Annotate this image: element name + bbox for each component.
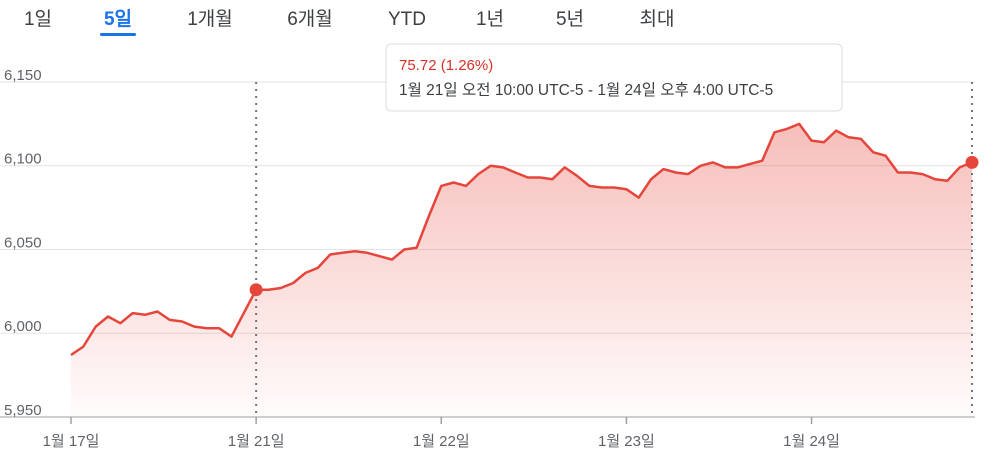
x-tick-label: 1월 24일 bbox=[783, 433, 840, 450]
y-tick-label: 5,950 bbox=[4, 402, 42, 419]
tab-underline bbox=[100, 33, 136, 36]
x-tick-label: 1월 17일 bbox=[43, 433, 100, 450]
range-tab[interactable]: 1년 bbox=[476, 8, 504, 30]
range-tab[interactable]: 최대 bbox=[640, 8, 675, 30]
x-tick-label: 1월 23일 bbox=[598, 433, 655, 450]
range-tab[interactable]: 6개월 bbox=[287, 8, 333, 30]
range-tab[interactable]: 5년 bbox=[556, 8, 584, 30]
y-tick-label: 6,150 bbox=[4, 67, 42, 84]
range-tab[interactable]: 5일 bbox=[104, 8, 132, 30]
tooltip-range: 1월 21일 오전 10:00 UTC-5 - 1월 24일 오후 4:00 U… bbox=[399, 81, 773, 99]
tooltip-box bbox=[385, 43, 843, 112]
x-tick-label: 1월 22일 bbox=[413, 433, 470, 450]
price-line bbox=[70, 122, 973, 357]
area-fill bbox=[71, 123, 972, 418]
y-tick-label: 6,100 bbox=[4, 151, 42, 168]
range-tab[interactable]: 1일 bbox=[24, 8, 52, 30]
y-tick-label: 6,050 bbox=[4, 234, 42, 251]
tooltip-change: 75.72 (1.26%) bbox=[399, 57, 493, 74]
x-tick-label: 1월 21일 bbox=[228, 433, 285, 450]
selection-dot bbox=[249, 283, 263, 297]
selection-dot bbox=[965, 155, 979, 169]
range-tab[interactable]: 1개월 bbox=[187, 8, 233, 30]
range-tab[interactable]: YTD bbox=[388, 9, 426, 30]
y-tick-label: 6,000 bbox=[4, 318, 42, 335]
